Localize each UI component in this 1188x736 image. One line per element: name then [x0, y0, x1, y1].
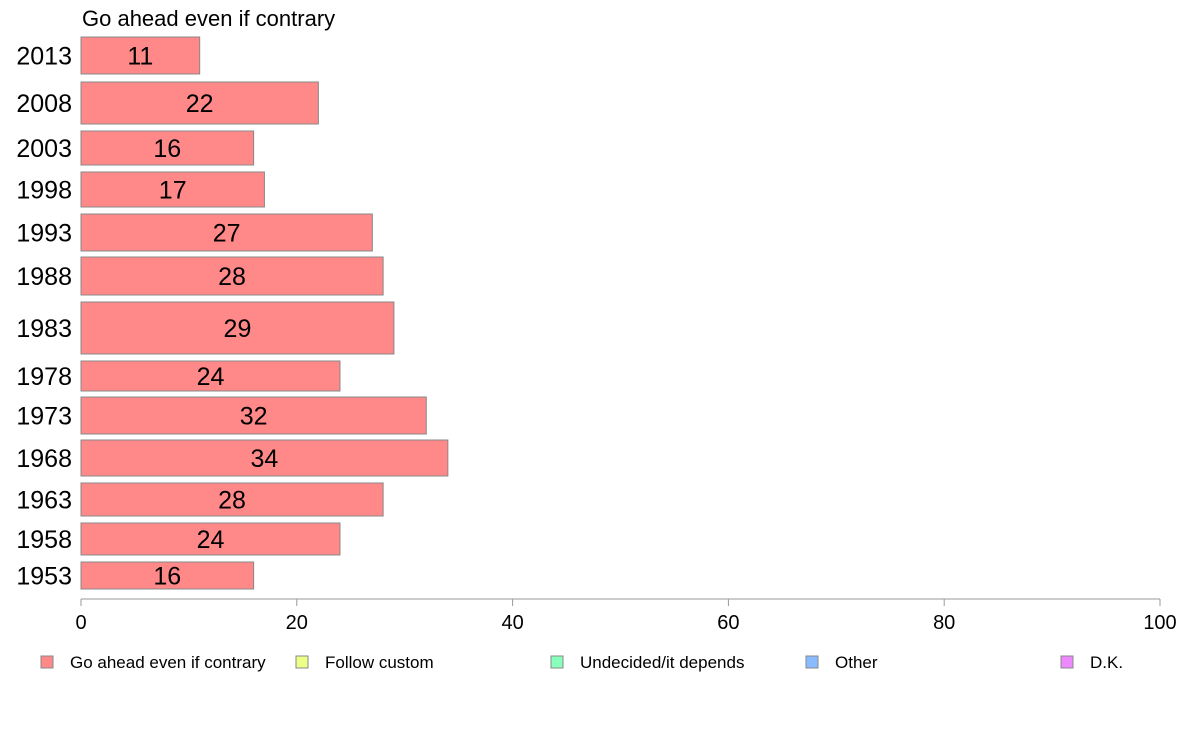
year-label: 1998 [16, 177, 72, 205]
legend: Go ahead even if contrary Follow custom Un… [40, 653, 1123, 672]
x-tick-label: 0 [75, 612, 86, 634]
bar-value-label: 11 [127, 43, 153, 71]
year-label: 1968 [16, 445, 72, 473]
legend-label: Go ahead even if contrary [70, 653, 266, 672]
x-tick-label: 100 [1143, 612, 1176, 634]
year-label: 2008 [16, 90, 72, 118]
legend-label: Undecided/it depends [580, 653, 744, 672]
year-label: 1973 [16, 403, 72, 431]
x-tick-label: 60 [717, 612, 739, 634]
legend-label: D.K. [1090, 653, 1123, 672]
bar [80, 561, 255, 590]
legend-swatch [1060, 655, 1074, 669]
bar [80, 213, 373, 252]
bar [80, 439, 449, 477]
bar-value-label: 24 [197, 526, 225, 554]
year-label: 1983 [16, 315, 72, 343]
bar [80, 482, 384, 517]
x-tick-label: 40 [501, 612, 523, 634]
bar-value-label: 16 [153, 135, 181, 163]
bar-value-label: 29 [224, 315, 252, 343]
legend-swatch [295, 655, 309, 669]
bar [80, 360, 341, 392]
year-label: 2013 [16, 43, 72, 71]
x-tick-label: 20 [286, 612, 308, 634]
year-label: 2003 [16, 135, 72, 163]
bar-value-label: 28 [218, 263, 246, 291]
bar-value-label: 16 [153, 563, 181, 591]
legend-swatch [40, 655, 54, 669]
bar-value-label: 32 [240, 403, 268, 431]
bar-group: 2013 11 2008 22 2003 16 1998 17 1993 27 1988 28 1983… [16, 36, 449, 591]
year-label: 1953 [16, 563, 72, 591]
bar-value-label: 17 [159, 177, 187, 205]
chart-title: Go ahead even if contrary [82, 6, 335, 31]
bar-value-label: 28 [218, 487, 246, 515]
bar-value-label: 22 [186, 90, 214, 118]
legend-swatch [550, 655, 564, 669]
bar [80, 36, 201, 75]
x-axis: 0 20 40 60 80 100 [75, 598, 1177, 634]
bar-value-label: 27 [213, 220, 241, 248]
bar [80, 301, 395, 355]
bar-value-label: 24 [197, 363, 225, 391]
legend-label: Follow custom [325, 653, 434, 672]
year-label: 1988 [16, 263, 72, 291]
bar-value-label: 34 [251, 445, 279, 473]
bar [80, 396, 427, 435]
x-tick-label: 80 [933, 612, 955, 634]
bar [80, 522, 341, 556]
bar [80, 256, 384, 296]
bar [80, 171, 265, 208]
year-label: 1978 [16, 363, 72, 391]
year-label: 1963 [16, 487, 72, 515]
year-label: 1993 [16, 220, 72, 248]
legend-label: Other [835, 653, 878, 672]
year-label: 1958 [16, 526, 72, 554]
legend-swatch [805, 655, 819, 669]
bar [80, 130, 255, 166]
bar [80, 81, 319, 125]
